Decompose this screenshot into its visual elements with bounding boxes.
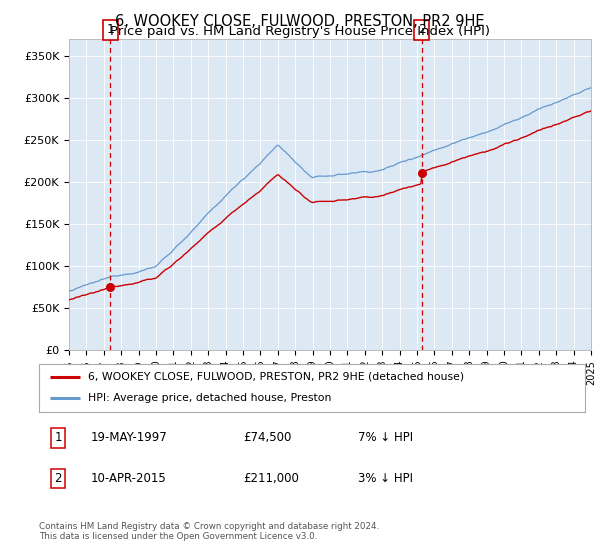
Text: 1: 1 bbox=[55, 431, 62, 445]
Text: 2: 2 bbox=[418, 24, 425, 36]
Text: 2: 2 bbox=[55, 472, 62, 485]
Text: 19-MAY-1997: 19-MAY-1997 bbox=[91, 431, 167, 445]
Text: £211,000: £211,000 bbox=[244, 472, 299, 485]
Text: Contains HM Land Registry data © Crown copyright and database right 2024.
This d: Contains HM Land Registry data © Crown c… bbox=[39, 522, 379, 542]
Text: 6, WOOKEY CLOSE, FULWOOD, PRESTON, PR2 9HE (detached house): 6, WOOKEY CLOSE, FULWOOD, PRESTON, PR2 9… bbox=[88, 372, 464, 382]
Text: 1: 1 bbox=[106, 24, 115, 36]
Text: 3% ↓ HPI: 3% ↓ HPI bbox=[358, 472, 413, 485]
Text: 10-APR-2015: 10-APR-2015 bbox=[91, 472, 167, 485]
Text: 6, WOOKEY CLOSE, FULWOOD, PRESTON, PR2 9HE: 6, WOOKEY CLOSE, FULWOOD, PRESTON, PR2 9… bbox=[115, 14, 485, 29]
Text: 7% ↓ HPI: 7% ↓ HPI bbox=[358, 431, 413, 445]
Text: Price paid vs. HM Land Registry's House Price Index (HPI): Price paid vs. HM Land Registry's House … bbox=[110, 25, 490, 38]
Text: HPI: Average price, detached house, Preston: HPI: Average price, detached house, Pres… bbox=[88, 393, 332, 403]
Text: £74,500: £74,500 bbox=[244, 431, 292, 445]
